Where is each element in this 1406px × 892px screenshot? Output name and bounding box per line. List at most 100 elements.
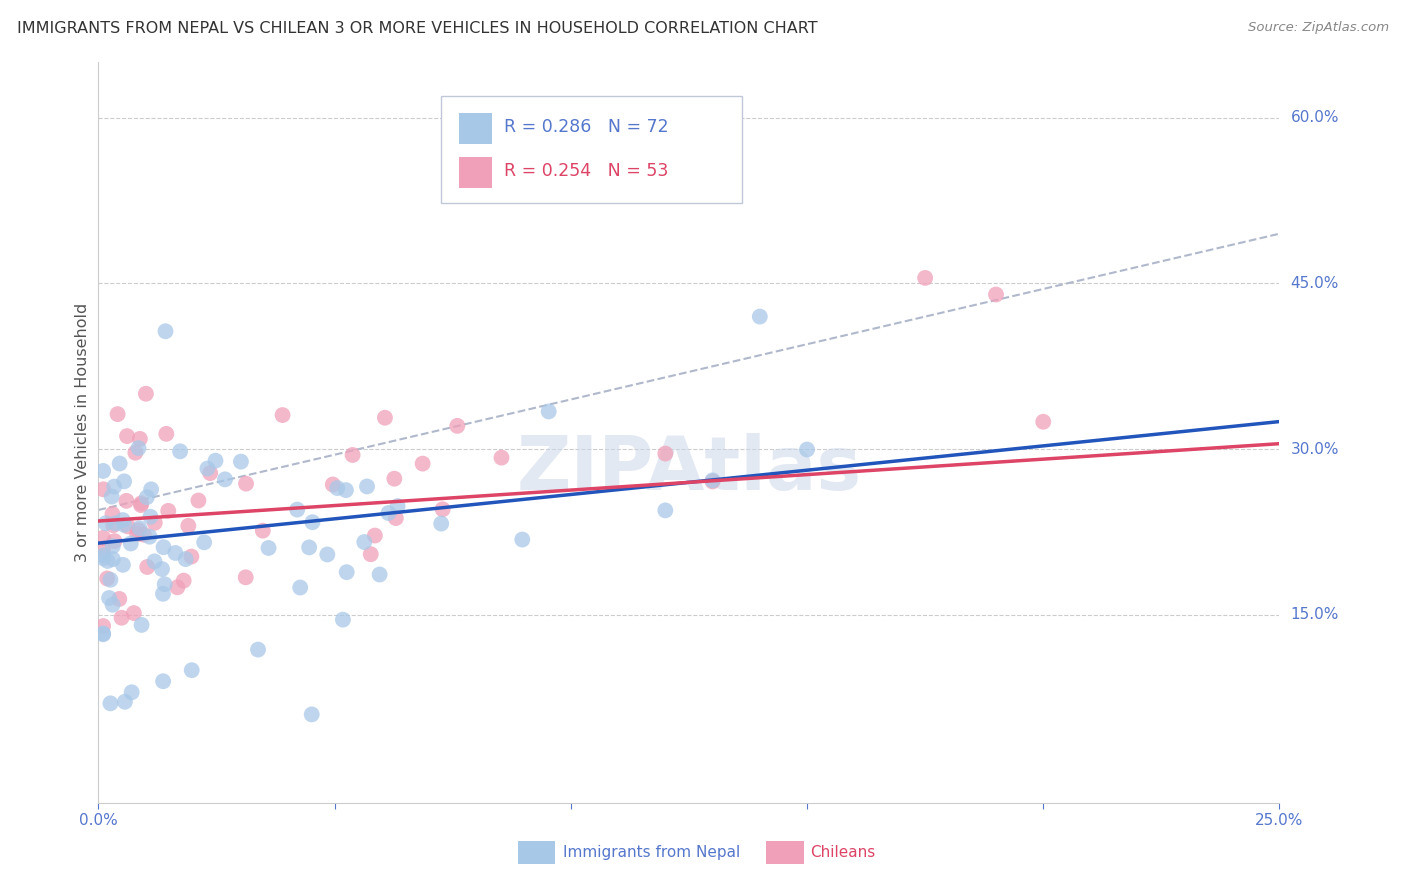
Point [101, 598, 124, 612]
Y-axis label: 3 or more Vehicles in Household: 3 or more Vehicles in Household [75, 303, 90, 562]
Point [143, 554, 166, 568]
Point [107, 407, 129, 421]
Point [173, 574, 195, 588]
Point [103, 534, 125, 549]
Point [197, 461, 219, 475]
Point [298, 541, 321, 555]
Point [252, 524, 274, 538]
Point [316, 548, 339, 562]
Point [91, 483, 114, 497]
Point [510, 533, 533, 547]
FancyBboxPatch shape [441, 95, 742, 203]
Point [98, 591, 121, 605]
Point [204, 453, 226, 467]
Point [91, 551, 114, 566]
Point [914, 271, 936, 285]
Point [187, 493, 209, 508]
Point [97, 554, 120, 568]
Point [430, 516, 453, 531]
Point [301, 707, 323, 722]
Point [121, 685, 143, 699]
Point [108, 591, 131, 606]
Point [1032, 415, 1054, 429]
Point [368, 567, 391, 582]
Point [129, 496, 152, 510]
Point [112, 475, 135, 489]
Point [377, 506, 399, 520]
Point [101, 518, 124, 533]
Point [301, 515, 323, 529]
Point [235, 570, 257, 584]
Point [152, 674, 174, 689]
Point [127, 523, 149, 537]
Point [91, 627, 114, 641]
Text: Chileans: Chileans [811, 845, 876, 860]
Point [110, 611, 132, 625]
Point [101, 539, 124, 553]
Point [91, 549, 114, 563]
Point [157, 504, 180, 518]
Point [193, 535, 215, 549]
Point [101, 507, 124, 521]
Point [702, 475, 724, 489]
Point [229, 455, 252, 469]
Point [271, 408, 294, 422]
Point [139, 509, 162, 524]
FancyBboxPatch shape [517, 840, 555, 864]
Point [153, 577, 176, 591]
Point [135, 386, 157, 401]
Text: Immigrants from Nepal: Immigrants from Nepal [562, 845, 740, 860]
Point [101, 552, 124, 566]
Point [155, 426, 177, 441]
Point [96, 571, 118, 585]
Point [122, 606, 145, 620]
Point [214, 472, 236, 486]
Point [136, 560, 159, 574]
Point [336, 565, 359, 579]
Point [332, 613, 354, 627]
Text: 30.0%: 30.0% [1291, 442, 1339, 457]
Point [537, 404, 560, 418]
Point [432, 502, 454, 516]
Point [257, 541, 280, 555]
Text: Source: ZipAtlas.com: Source: ZipAtlas.com [1249, 21, 1389, 34]
Text: ZIPAtlas: ZIPAtlas [516, 434, 862, 506]
Point [91, 531, 114, 545]
Point [342, 448, 364, 462]
Point [100, 490, 122, 504]
Point [139, 483, 162, 497]
Point [748, 310, 770, 324]
Point [356, 479, 378, 493]
Point [143, 516, 166, 530]
Point [235, 476, 257, 491]
Point [114, 695, 136, 709]
Point [91, 542, 114, 557]
Point [446, 418, 468, 433]
Point [607, 111, 630, 125]
Point [111, 558, 134, 572]
Point [984, 287, 1007, 301]
Text: R = 0.286   N = 72: R = 0.286 N = 72 [503, 118, 668, 136]
Point [322, 477, 344, 491]
Point [131, 618, 153, 632]
Point [382, 472, 405, 486]
Point [120, 536, 142, 550]
Point [169, 444, 191, 458]
Text: 45.0%: 45.0% [1291, 276, 1339, 291]
Point [152, 540, 174, 554]
Point [91, 619, 114, 633]
Point [326, 481, 349, 495]
Point [112, 517, 135, 532]
Point [165, 546, 187, 560]
Point [129, 498, 152, 512]
Point [100, 697, 122, 711]
Point [702, 474, 724, 488]
Point [94, 516, 117, 531]
Point [353, 535, 375, 549]
Point [91, 464, 114, 478]
Point [103, 479, 125, 493]
Point [285, 502, 308, 516]
Point [132, 527, 155, 541]
Point [166, 580, 188, 594]
Point [150, 562, 173, 576]
